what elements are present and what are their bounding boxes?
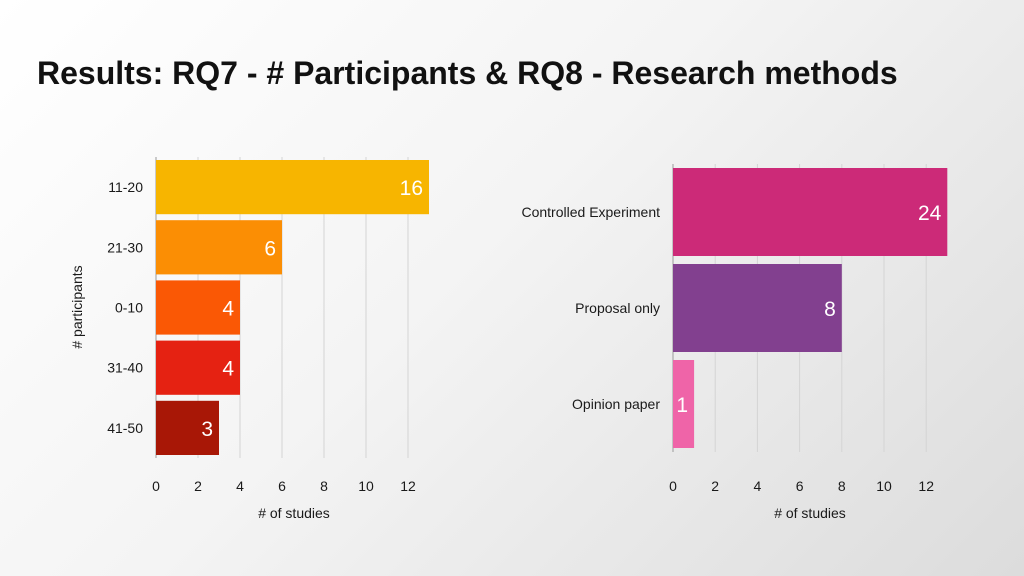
bar	[673, 360, 695, 448]
x-tick-label: 0	[152, 478, 160, 494]
x-tick-label: 2	[194, 478, 202, 494]
data-label: 24	[918, 202, 942, 225]
data-label: 3	[201, 418, 213, 441]
x-axis-title: # of studies	[258, 505, 330, 521]
x-tick-label: 8	[320, 478, 328, 494]
category-label: 0-10	[115, 300, 143, 316]
x-tick-label: 6	[796, 478, 804, 494]
x-tick-label: 12	[918, 478, 934, 494]
y-axis-title: # participants	[69, 265, 85, 348]
data-label: 6	[264, 237, 276, 260]
x-axis-title: # of studies	[774, 505, 846, 521]
x-tick-label: 10	[358, 478, 374, 494]
category-label: 21-30	[107, 239, 143, 255]
bar	[156, 160, 429, 215]
x-tick-label: 0	[669, 478, 677, 494]
bar	[673, 264, 842, 352]
x-tick-label: 12	[400, 478, 416, 494]
category-label: 31-40	[107, 360, 143, 376]
bar	[156, 400, 219, 455]
x-tick-label: 2	[711, 478, 719, 494]
x-tick-label: 4	[236, 478, 244, 494]
data-label: 1	[676, 394, 688, 417]
x-tick-label: 8	[838, 478, 846, 494]
data-label: 16	[400, 177, 423, 200]
data-label: 4	[222, 358, 234, 381]
category-label: 11-20	[108, 179, 143, 195]
x-tick-label: 4	[754, 478, 762, 494]
x-tick-label: 6	[278, 478, 286, 494]
category-label: Proposal only	[575, 300, 660, 316]
bar	[156, 280, 240, 335]
slide-title: Results: RQ7 - # Participants & RQ8 - Re…	[37, 55, 898, 91]
data-label: 8	[824, 298, 836, 321]
category-label: Opinion paper	[572, 396, 660, 412]
bar	[673, 168, 948, 256]
category-label: 41-50	[107, 420, 143, 436]
category-label: Controlled Experiment	[521, 204, 660, 220]
bar	[156, 340, 240, 395]
data-label: 4	[222, 298, 234, 321]
x-tick-label: 10	[876, 478, 892, 494]
bar	[156, 220, 282, 275]
